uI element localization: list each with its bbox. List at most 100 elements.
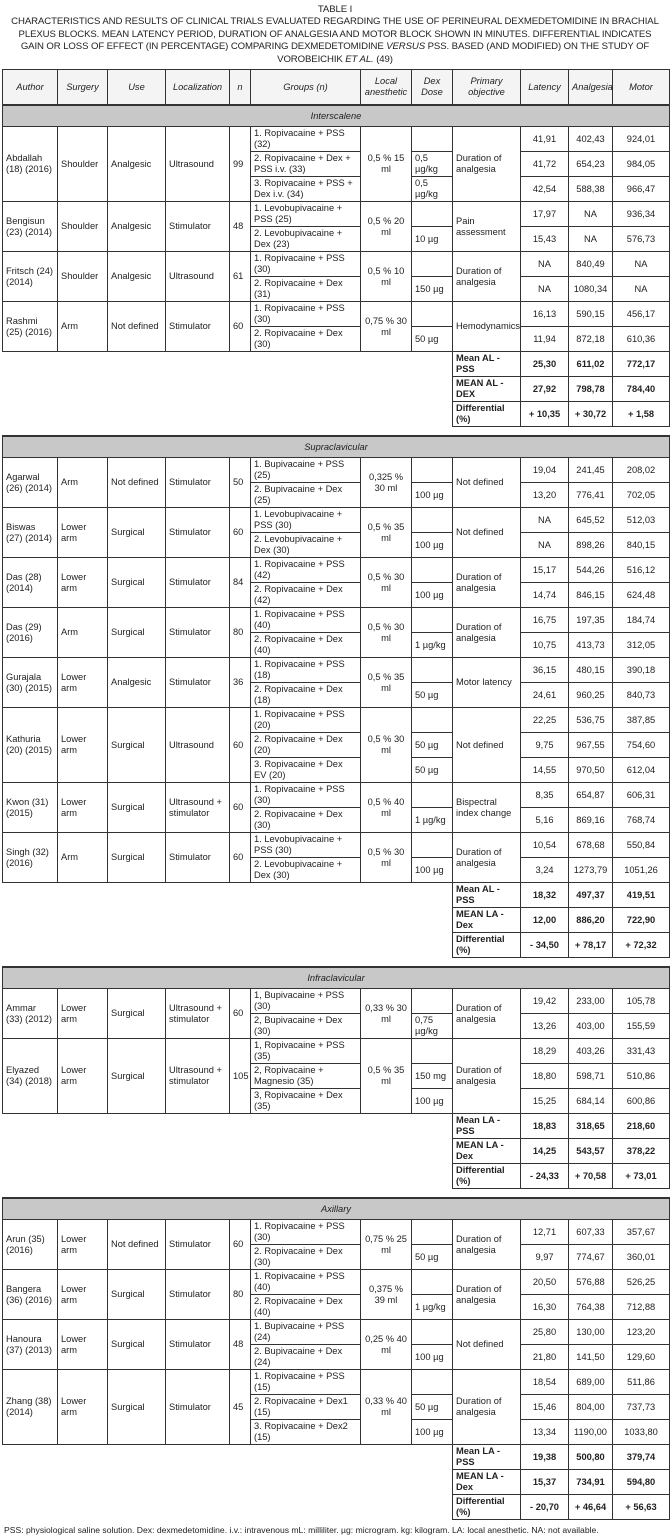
table-row: 3, Ropivacaine + Dex (35) 100 µg 15,25 684,…	[3, 1088, 670, 1115]
surgery-cell: Lower arm	[57, 1038, 108, 1115]
analgesia-cell: 1190,00	[568, 1419, 613, 1446]
surgery-cell: Lower arm	[57, 557, 108, 609]
dex-dose-cell	[411, 707, 453, 734]
latency-cell: 21,80	[520, 1344, 569, 1371]
summary-spacer	[3, 908, 453, 933]
motor-cell: 600,86	[612, 1088, 670, 1115]
summary-analgesia: 611,02	[568, 351, 613, 378]
summary-spacer	[3, 1470, 453, 1495]
group-cell: 1. Ropivacaine + PSS (32)	[250, 126, 361, 153]
gap-cell	[3, 1189, 670, 1199]
group-cell: 2. Levobupivacaine + Dex (23)	[250, 226, 361, 253]
use-cell: Surgical	[107, 1269, 166, 1321]
group-cell: 1. Ropivacaine + PSS (30)	[250, 301, 361, 328]
table-row: Agarwal (26) (2014) Arm Not defined Stimula…	[2, 457, 670, 509]
summary-spacer	[3, 377, 453, 402]
author-cell: Hanoura (37) (2013)	[2, 1319, 58, 1371]
table-row: Bangera (36) (2016) Lower arm Surgical Stim…	[2, 1269, 670, 1321]
group-cell: 2. Ropivacaine + Dex (30)	[250, 1244, 361, 1271]
motor-cell: 360,01	[612, 1244, 670, 1271]
summary-label: MEAN LA - Dex	[452, 907, 521, 934]
summary-motor: 772,17	[612, 351, 670, 378]
gap-cell	[3, 958, 670, 968]
motor-cell: 105,78	[612, 988, 670, 1015]
summary-motor: 218,60	[612, 1113, 670, 1140]
author-cell: Bangera (36) (2016)	[2, 1269, 58, 1321]
dex-dose-cell: 100 µg	[411, 1419, 453, 1446]
primary-objective-cell: Motor latency	[452, 657, 521, 709]
primary-objective-cell: Duration of analgesia	[452, 1038, 521, 1115]
local-anesthetic-cell: 0,75 % 25 ml	[360, 1219, 412, 1271]
analgesia-cell: NA	[568, 226, 613, 253]
column-header: Surgery	[57, 69, 108, 106]
dex-dose-cell	[411, 1219, 453, 1246]
group-cell: 1. Ropivacaine + PSS (30)	[250, 251, 361, 278]
author-cell: Zhang (38) (2014)	[2, 1369, 58, 1446]
motor-cell: 754,60	[612, 732, 670, 759]
analgesia-cell: 480,15	[568, 657, 613, 684]
analgesia-cell: 130,00	[568, 1319, 613, 1346]
summary-row: MEAN AL - DEX 27,92 798,78 784,40	[3, 376, 670, 403]
motor-cell: 576,73	[612, 226, 670, 253]
table-row: 2. Levobupivacaine + Dex (30) 100 µg NA 898…	[3, 532, 670, 559]
latency-cell: NA	[520, 251, 569, 278]
author-cell: Agarwal (26) (2014)	[2, 457, 58, 509]
analgesia-cell: 544,26	[568, 557, 613, 584]
latency-cell: 17,97	[520, 201, 569, 228]
dex-dose-cell: 100 µg	[411, 532, 453, 559]
localization-cell: Stimulator	[165, 301, 230, 353]
column-header: Motor	[612, 69, 670, 106]
summary-row: Differential (%) - 34,50 + 78,17 + 72,32	[3, 932, 670, 959]
author-cell: Fritsch (24) (2014)	[2, 251, 58, 303]
summary-motor: 419,51	[612, 882, 670, 909]
use-cell: Surgical	[107, 1038, 166, 1115]
localization-cell: Ultrasound	[165, 126, 230, 203]
summary-motor: + 73,01	[612, 1163, 670, 1190]
n-cell: 60	[229, 707, 251, 784]
summary-row: Differential (%) + 10,35 + 30,72 + 1,58	[3, 401, 670, 428]
table-body: Interscalene Abdallah (18) (2016) Shoulder…	[2, 104, 670, 1521]
dex-dose-cell: 0,75 µg/kg	[411, 1013, 453, 1040]
dex-dose-cell: 1 µg/kg	[411, 1294, 453, 1321]
use-cell: Surgical	[107, 782, 166, 834]
dex-dose-cell: 1 µg/kg	[411, 807, 453, 834]
table-row: Abdallah (18) (2016) Shoulder Analgesic Ult…	[2, 126, 670, 203]
localization-cell: Ultrasound + stimulator	[165, 1038, 230, 1115]
summary-analgesia: 318,65	[568, 1113, 613, 1140]
group-cell: 2. Ropivacaine + Dex1 (15)	[250, 1394, 361, 1421]
group-cell: 2. Ropivacaine + Dex (40)	[250, 632, 361, 659]
table-row: Rashmi (25) (2016) Arm Not defined Stimulat…	[2, 301, 670, 353]
motor-cell: 936,34	[612, 201, 670, 228]
dex-dose-cell: 100 µg	[411, 1088, 453, 1115]
summary-row: Mean LA - PSS 19,38 500,80 379,74	[3, 1444, 670, 1471]
summary-row: Differential (%) - 24,33 + 70,58 + 73,01	[3, 1163, 670, 1190]
group-cell: 1. Bupivacaine + PSS (24)	[250, 1319, 361, 1346]
primary-objective-cell: Duration of analgesia	[452, 988, 521, 1040]
motor-cell: NA	[612, 251, 670, 278]
summary-motor: 722,90	[612, 907, 670, 934]
local-anesthetic-cell: 0,5 % 20 ml	[360, 201, 412, 253]
table-row: 2, Ropivacaine + Magnesio (35) 150 mg 18,8…	[3, 1063, 670, 1090]
analgesia-cell: 898,26	[568, 532, 613, 559]
latency-cell: 16,13	[520, 301, 569, 328]
summary-row: Mean AL - PSS 25,30 611,02 772,17	[3, 351, 670, 378]
table-row: 3. Ropivacaine + PSS + Dex i.v. (34) 0,5 …	[3, 176, 670, 203]
latency-cell: 8,35	[520, 782, 569, 809]
motor-cell: 606,31	[612, 782, 670, 809]
caption-italic: ET AL.	[345, 53, 374, 65]
analgesia-cell: 654,87	[568, 782, 613, 809]
group-cell: 2, Ropivacaine + Magnesio (35)	[250, 1063, 361, 1090]
author-cell: Das (28) (2014)	[2, 557, 58, 609]
n-cell: 80	[229, 607, 251, 659]
summary-analgesia: + 78,17	[568, 932, 613, 959]
group-cell: 1. Ropivacaine + PSS (15)	[250, 1369, 361, 1396]
local-anesthetic-cell: 0,325 % 30 ml	[360, 457, 412, 509]
gap-cell	[3, 427, 670, 437]
dex-dose-cell: 50 µg	[411, 1394, 453, 1421]
group-cell: 1. Ropivacaine + PSS (40)	[250, 1269, 361, 1296]
latency-cell: 13,34	[520, 1419, 569, 1446]
primary-objective-cell: Duration of analgesia	[452, 607, 521, 659]
table-row: Hanoura (37) (2013) Lower arm Surgical Stim…	[2, 1319, 670, 1371]
surgery-cell: Lower arm	[57, 707, 108, 784]
n-cell: 50	[229, 457, 251, 509]
